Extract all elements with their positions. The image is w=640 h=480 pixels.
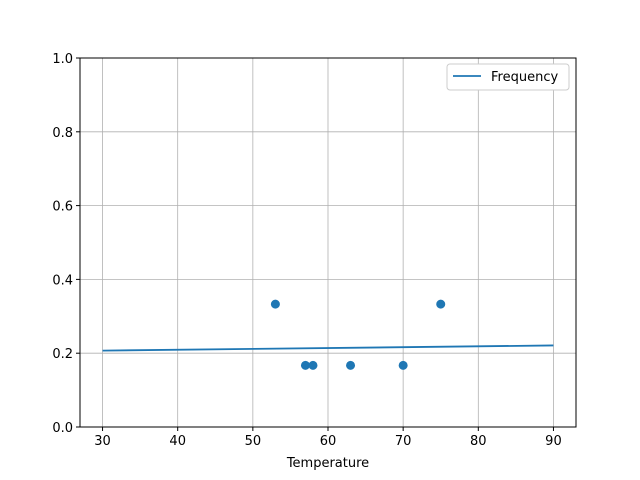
- scatter-point: [346, 360, 356, 370]
- scatter-point: [436, 299, 446, 309]
- scatter-point: [308, 360, 318, 370]
- y-tick-label: 0.4: [52, 273, 73, 288]
- scatter-point: [300, 360, 310, 370]
- x-axis-label: Temperature: [286, 456, 369, 471]
- ticks: 30 40 50 60 70 80 90 0.0 0.2 0.4 0.6 0.8 1.0: [52, 52, 561, 449]
- x-tick-label: 50: [245, 434, 262, 449]
- scatter-point: [270, 299, 280, 309]
- legend: Frequency: [446, 63, 570, 91]
- y-tick-label: 0.8: [52, 126, 73, 141]
- scatter-point: [398, 360, 408, 370]
- y-tick-label: 0.0: [52, 421, 73, 436]
- y-tick-label: 1.0: [52, 52, 73, 67]
- x-tick-label: 30: [94, 434, 111, 449]
- legend-box: [446, 63, 570, 91]
- grid: [80, 57, 576, 428]
- x-tick-label: 60: [320, 434, 337, 449]
- x-tick-label: 80: [470, 434, 487, 449]
- y-tick-label: 0.2: [52, 347, 73, 362]
- frequency-line: [102, 344, 554, 352]
- x-tick-label: 90: [545, 434, 562, 449]
- y-tick-label: 0.6: [52, 200, 73, 215]
- legend-label: Frequency: [491, 70, 558, 85]
- x-tick-label: 40: [169, 434, 186, 449]
- marks: [102, 299, 554, 370]
- x-tick-label: 70: [395, 434, 412, 449]
